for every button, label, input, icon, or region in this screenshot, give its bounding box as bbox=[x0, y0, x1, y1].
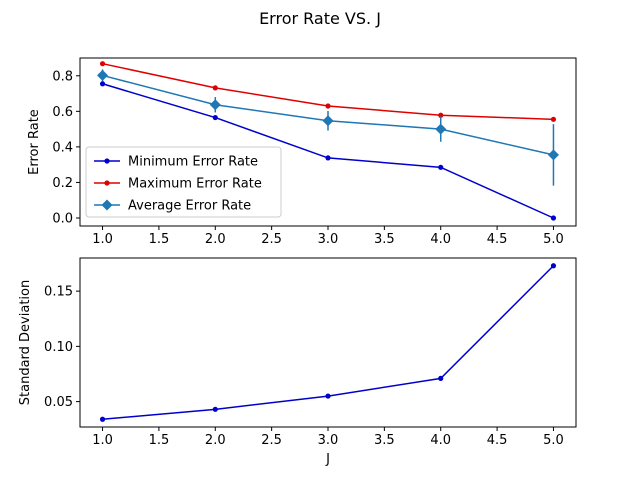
legend-entry: Minimum Error Rate bbox=[128, 155, 258, 170]
x-tick-label: 3.5 bbox=[374, 232, 395, 247]
x-tick-label: 1.5 bbox=[149, 232, 170, 247]
minimum-error-rate-point bbox=[99, 81, 106, 87]
maximum-error-rate-point bbox=[550, 116, 557, 122]
maximum-error-rate-point bbox=[325, 103, 331, 109]
legend-marker bbox=[101, 199, 113, 211]
x-tick-label: 4.0 bbox=[430, 433, 451, 448]
y-tick-label: 0.4 bbox=[52, 140, 73, 155]
x-tick-label: 1.5 bbox=[149, 433, 170, 448]
x-tick-label: 2.5 bbox=[261, 232, 282, 247]
average-error-rate-point bbox=[97, 69, 109, 81]
average-error-rate-point bbox=[322, 115, 334, 127]
x-tick-label: 2.0 bbox=[205, 433, 226, 448]
minimum-error-rate-point bbox=[212, 114, 218, 121]
x-tick-label: 1.0 bbox=[92, 232, 113, 247]
figure-title: Error Rate VS. J bbox=[259, 9, 381, 28]
x-tick-label: 5.0 bbox=[543, 433, 564, 448]
legend-entry: Maximum Error Rate bbox=[128, 177, 262, 192]
minimum-error-rate-point bbox=[550, 215, 557, 221]
y-tick-label: 0.10 bbox=[44, 340, 73, 355]
x-tick-label: 3.5 bbox=[374, 433, 395, 448]
minimum-error-rate-point bbox=[325, 155, 331, 161]
std-dev-point bbox=[99, 416, 106, 422]
y-axis-label: Standard Deviation bbox=[18, 280, 33, 405]
y-tick-label: 0.8 bbox=[52, 69, 73, 84]
maximum-error-rate-point bbox=[212, 85, 218, 91]
maximum-error-rate-point bbox=[99, 61, 106, 67]
maximum-error-rate-point bbox=[438, 112, 444, 118]
x-tick-label: 2.0 bbox=[205, 232, 226, 247]
std-dev-point bbox=[212, 406, 218, 412]
legend-box bbox=[85, 146, 282, 218]
std-dev-point bbox=[438, 375, 444, 381]
x-axis-label: J bbox=[325, 452, 330, 467]
x-tick-label: 4.5 bbox=[487, 433, 508, 448]
average-error-rate-point bbox=[435, 123, 447, 135]
x-tick-label: 4.0 bbox=[430, 232, 451, 247]
y-tick-label: 0.0 bbox=[52, 212, 73, 227]
x-tick-label: 3.0 bbox=[318, 232, 339, 247]
x-tick-label: 5.0 bbox=[543, 232, 564, 247]
y-tick-label: 0.05 bbox=[44, 395, 73, 410]
std-dev-point bbox=[550, 263, 557, 269]
legend-marker bbox=[104, 180, 110, 186]
error-rate-axes: 1.0 1.5 2.0 2.5 3.0 3.5 4.0 4.5 5.0 0.0 0.2 0.4 0.6 0… bbox=[27, 57, 577, 247]
y-tick-label: 0.15 bbox=[44, 285, 73, 300]
y-tick-label: 0.6 bbox=[52, 105, 73, 120]
x-tick-label: 2.5 bbox=[261, 433, 282, 448]
std-dev-axes: 1.0 1.5 2.0 2.5 3.0 3.5 4.0 4.5 5.0 0.05 0.10 0.15 J… bbox=[18, 257, 577, 467]
legend-entry: Average Error Rate bbox=[128, 199, 251, 214]
x-tick-label: 3.0 bbox=[318, 433, 339, 448]
average-error-rate-point bbox=[547, 149, 559, 161]
y-axis-label: Error Rate bbox=[27, 109, 42, 175]
average-error-rate-point bbox=[209, 99, 221, 111]
axes-frame bbox=[79, 57, 577, 227]
legend-marker bbox=[104, 158, 110, 164]
x-tick-label: 1.0 bbox=[92, 433, 113, 448]
minimum-error-rate-point bbox=[438, 164, 444, 170]
y-tick-label: 0.2 bbox=[52, 176, 73, 191]
axes-frame bbox=[79, 257, 577, 428]
std-dev-point bbox=[325, 393, 331, 399]
x-tick-label: 4.5 bbox=[487, 232, 508, 247]
